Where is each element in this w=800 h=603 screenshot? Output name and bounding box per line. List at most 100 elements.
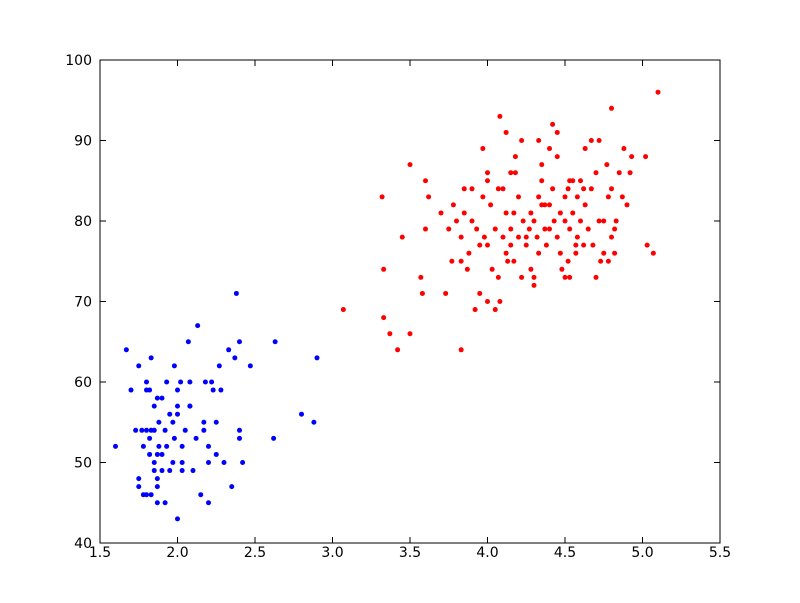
point [175, 516, 180, 522]
point [237, 435, 242, 441]
x-tick-label: 2.5 [244, 545, 266, 561]
point [613, 218, 619, 224]
point [539, 162, 545, 168]
point [171, 363, 177, 369]
point [505, 258, 511, 264]
point [559, 266, 565, 272]
point [480, 146, 486, 152]
y-tick-label: 80 [74, 214, 92, 230]
point [407, 331, 413, 337]
point [503, 129, 509, 135]
point [154, 395, 160, 401]
point [461, 210, 467, 216]
point [159, 395, 165, 401]
point [497, 299, 503, 304]
point [175, 403, 180, 409]
point [477, 242, 483, 248]
point [528, 266, 534, 272]
point [148, 492, 154, 498]
point [379, 194, 385, 200]
point [190, 468, 196, 474]
point [193, 435, 199, 441]
point [151, 468, 157, 474]
point [605, 194, 611, 200]
point [581, 242, 587, 248]
point [612, 250, 618, 256]
point [562, 274, 568, 280]
point [588, 138, 594, 143]
x-tick-label: 2.0 [166, 545, 188, 561]
point [201, 427, 207, 433]
point [206, 443, 211, 449]
point [612, 226, 618, 232]
point [570, 210, 576, 216]
point [526, 226, 532, 232]
point [162, 500, 168, 506]
point [508, 170, 514, 176]
point [206, 500, 211, 506]
point [508, 242, 514, 248]
point [299, 411, 304, 417]
point [531, 274, 537, 280]
point [458, 258, 464, 264]
point [590, 242, 596, 248]
point [182, 427, 188, 433]
point [156, 419, 162, 425]
point [519, 138, 525, 143]
point [156, 443, 162, 449]
point [539, 178, 545, 184]
point [154, 484, 160, 490]
point [395, 347, 401, 353]
point [159, 451, 165, 457]
point [616, 170, 622, 176]
point [655, 89, 661, 95]
point [604, 162, 610, 168]
point [139, 427, 145, 433]
point [547, 226, 552, 232]
point [175, 387, 180, 393]
point [500, 234, 506, 240]
point [629, 154, 635, 160]
y-tick-label: 60 [74, 375, 92, 391]
point [477, 290, 483, 296]
point [554, 154, 560, 160]
point [562, 218, 568, 224]
point [387, 331, 393, 337]
point [272, 339, 278, 345]
point [562, 194, 568, 200]
point [450, 202, 456, 208]
point [511, 258, 517, 264]
point [418, 274, 424, 280]
point [213, 419, 219, 425]
point [170, 419, 176, 425]
point [585, 226, 591, 232]
point [557, 210, 563, 216]
point [511, 210, 517, 216]
point [201, 419, 207, 425]
point [485, 178, 490, 184]
point [144, 427, 149, 433]
point [179, 460, 185, 465]
point [159, 468, 165, 474]
point [209, 379, 215, 385]
point [516, 194, 521, 200]
point [567, 178, 573, 184]
point [226, 347, 232, 353]
point [247, 363, 253, 369]
point [578, 178, 583, 184]
point [469, 186, 475, 192]
point [574, 234, 580, 240]
point [179, 443, 185, 449]
point [588, 186, 594, 192]
point [140, 443, 146, 449]
point [232, 355, 238, 361]
x-tick-label: 3.5 [399, 545, 421, 561]
point [381, 266, 387, 272]
point [542, 226, 548, 232]
point [240, 460, 246, 465]
point [170, 460, 176, 465]
point [523, 242, 529, 248]
point [474, 226, 480, 232]
point [480, 194, 486, 200]
point [123, 347, 129, 353]
